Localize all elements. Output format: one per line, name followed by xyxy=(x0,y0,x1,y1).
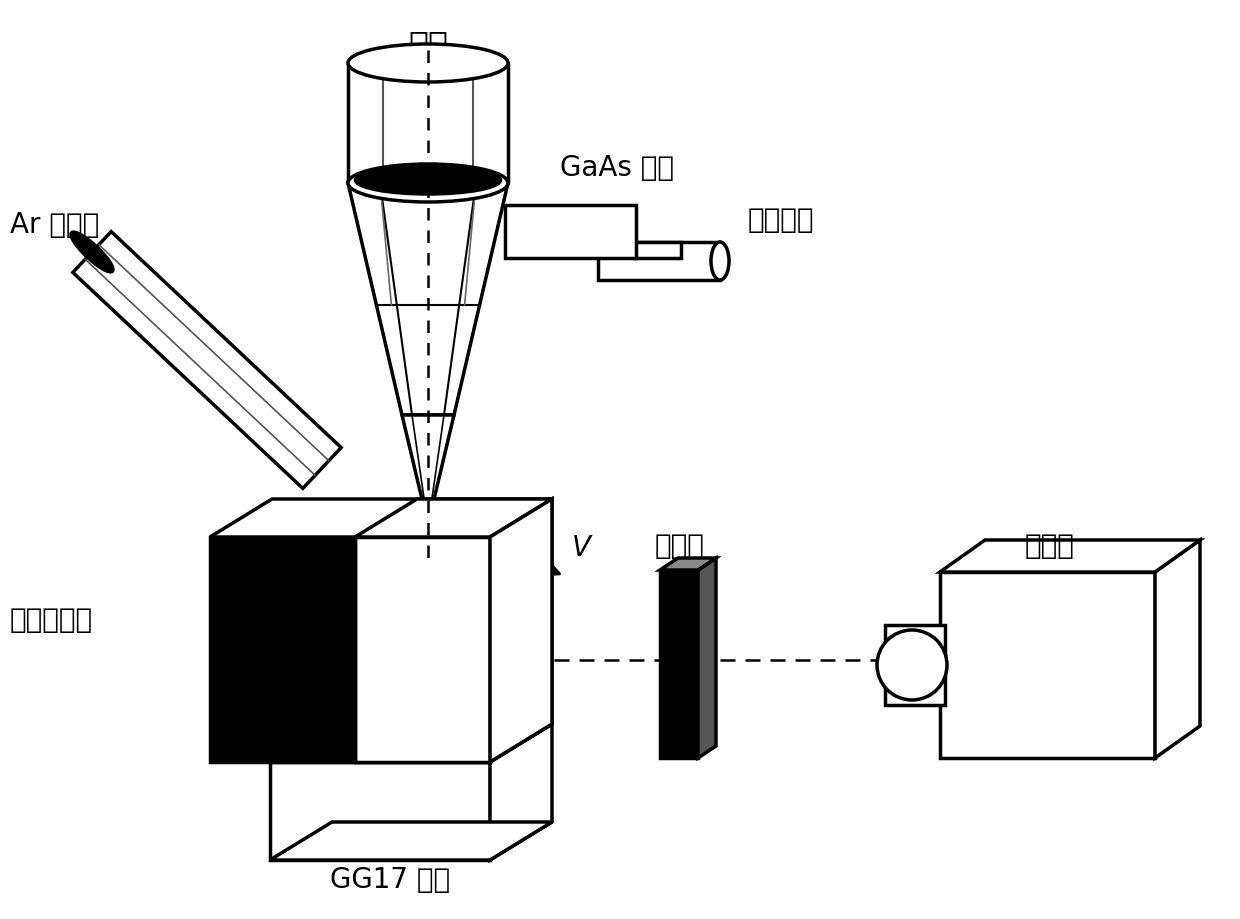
Polygon shape xyxy=(73,232,341,488)
Polygon shape xyxy=(355,537,490,762)
Text: 滤光片: 滤光片 xyxy=(655,532,704,560)
Text: 压缩气体: 压缩气体 xyxy=(748,206,815,234)
Polygon shape xyxy=(490,499,552,762)
Polygon shape xyxy=(348,183,508,415)
Polygon shape xyxy=(490,499,552,762)
Ellipse shape xyxy=(877,630,947,700)
Ellipse shape xyxy=(356,166,501,194)
Polygon shape xyxy=(355,499,552,537)
Ellipse shape xyxy=(348,44,508,82)
Polygon shape xyxy=(1154,540,1200,758)
Ellipse shape xyxy=(711,242,729,280)
Text: 铝合金试件: 铝合金试件 xyxy=(10,606,93,634)
Polygon shape xyxy=(270,762,490,860)
Polygon shape xyxy=(940,540,1200,572)
Ellipse shape xyxy=(71,233,113,272)
Polygon shape xyxy=(210,537,490,762)
Polygon shape xyxy=(885,625,945,705)
Polygon shape xyxy=(505,205,636,258)
Polygon shape xyxy=(210,499,552,537)
Polygon shape xyxy=(660,558,715,570)
Polygon shape xyxy=(270,822,552,860)
Text: 摄像机: 摄像机 xyxy=(1025,532,1075,560)
Text: Ar 保护气: Ar 保护气 xyxy=(10,211,99,239)
Polygon shape xyxy=(660,570,698,758)
Polygon shape xyxy=(402,415,454,512)
Polygon shape xyxy=(940,572,1154,758)
Text: 激光: 激光 xyxy=(408,28,448,61)
Ellipse shape xyxy=(348,164,508,202)
Polygon shape xyxy=(634,242,681,258)
Text: GG17 试件: GG17 试件 xyxy=(330,866,450,894)
Polygon shape xyxy=(490,724,552,860)
Polygon shape xyxy=(598,242,720,280)
Polygon shape xyxy=(698,558,715,758)
Text: V: V xyxy=(572,534,591,562)
Text: GaAs 透镜: GaAs 透镜 xyxy=(560,154,675,182)
